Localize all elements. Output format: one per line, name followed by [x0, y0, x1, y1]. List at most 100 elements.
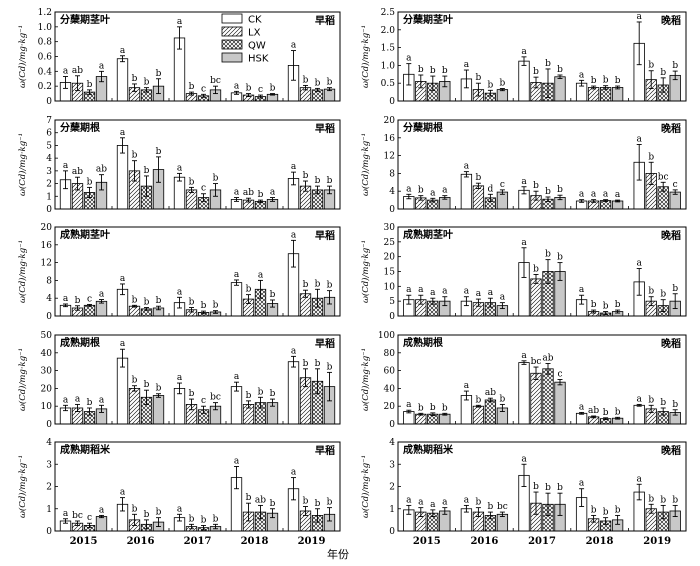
chart-8-bar-hsk-2017 [554, 381, 566, 425]
chart-2-letter: a [406, 54, 412, 64]
chart-3-ytick-label: 5 [46, 141, 52, 151]
chart-7-letter: a [177, 373, 183, 383]
chart-10-frame [397, 441, 687, 532]
chart-10-letter: b [603, 508, 609, 518]
chart-3-ytick-label: 7 [46, 116, 52, 126]
chart-10-letter: a [406, 495, 412, 505]
chart-7-letter: b [87, 398, 93, 408]
chart-1-letter: a [177, 17, 183, 27]
chart-6-letter: b [603, 302, 609, 312]
chart-9-letter: b [144, 510, 150, 520]
chart-7-ytick-label: 10 [41, 402, 53, 412]
chart-6-ytick-label: 15 [384, 268, 396, 278]
chart-8-letter: b [500, 394, 506, 404]
chart-8-letter: b [442, 403, 448, 413]
chart-3: ω(Cd)/mg·kg⁻¹01234567aaaaaabbbabbbbcbbab… [17, 116, 341, 215]
chart-5-letter: b [303, 280, 309, 290]
chart-3-ytick-label: 6 [46, 129, 52, 139]
chart-6-ytick-label: 10 [384, 282, 396, 292]
chart-8-letter: b [660, 398, 666, 408]
chart-7-letter: a [291, 346, 297, 356]
chart-1: ω(Cd)/mg·kg⁻¹00.20.40.60.81.01.2aaaaaabb… [17, 8, 341, 107]
chart-10-letter: b [660, 495, 666, 505]
chart-10-letter: bc [497, 502, 508, 512]
chart-7-bar-lx-2016 [128, 387, 141, 425]
chart-2-ytick-label: 1.5 [381, 44, 396, 54]
chart-4-ytick-label: 8 [389, 169, 395, 179]
chart-3-letter: b [87, 177, 93, 187]
chart-10-season: 晚稻 [661, 444, 681, 457]
chart-7-title: 成熟期根 [60, 336, 100, 349]
chart-1-letter: bc [210, 76, 221, 86]
chart-8-ytick-label: 20 [384, 402, 396, 412]
chart-9-bar-hsk-2015 [95, 516, 108, 532]
chart-5-letter: a [63, 294, 69, 304]
chart-8-ytick-label: 100 [378, 331, 395, 341]
chart-8-letter: ab [588, 406, 599, 416]
chart-6-letter: b [591, 300, 597, 310]
chart-4-bar-ck-2016 [460, 173, 473, 210]
chart-9-xtick-label: 2018 [241, 536, 269, 547]
chart-7-bar-ck-2019 [287, 361, 300, 425]
chart-3-letter: c [201, 184, 206, 194]
chart-4-letter: c [500, 180, 505, 190]
chart-4-letter: b [418, 186, 424, 196]
chart-1-letter: b [87, 80, 93, 90]
chart-2-ytick-label: 1.0 [381, 61, 396, 71]
chart-6-letter: a [579, 285, 585, 295]
x-axis-label: 年份 [327, 547, 349, 561]
chart-3-letter: b [303, 171, 309, 181]
chart-7-letter: a [234, 372, 240, 382]
chart-3-letter: b [189, 177, 195, 187]
chart-4-letter: b [533, 181, 539, 191]
chart-9-ylabel: ω(Cd)/mg·kg⁻¹ [17, 455, 28, 518]
chart-3-letter: b [315, 176, 321, 186]
chart-5-letter: b [132, 295, 138, 305]
chart-2-letter: b [533, 67, 539, 77]
chart-6-ytick-label: 0 [389, 312, 395, 322]
chart-7-letter: b [144, 380, 150, 390]
chart-1-letter: c [201, 84, 206, 94]
chart-1-ytick-label: 0.2 [38, 82, 52, 92]
chart-10-title: 成熟期稻米 [403, 443, 454, 456]
chart-2-letter: b [672, 61, 678, 71]
chart-2-letter: b [418, 65, 424, 75]
legend-label-ck: CK [248, 15, 262, 26]
chart-2-letter: a [637, 12, 643, 22]
chart-9-letter: b [270, 499, 276, 509]
chart-9-letter: b [315, 499, 321, 509]
chart-6-letter: a [418, 285, 424, 295]
chart-6-letter: a [500, 293, 506, 303]
chart-2-ytick-label: 2.5 [381, 8, 396, 18]
legend: CK LX QW HSK [221, 13, 269, 65]
chart-3-letter: ab [96, 165, 107, 175]
chart-3-frame [54, 119, 341, 210]
chart-3-ytick-label: 3 [46, 167, 52, 177]
chart-10-letter: b [557, 483, 563, 493]
chart-5-letter: b [75, 296, 81, 306]
chart-9-xtick-label: 2016 [127, 536, 155, 547]
chart-6-letter: a [406, 285, 412, 295]
chart-8-title: 成熟期根 [403, 336, 443, 349]
chart-9-letter: a [234, 456, 240, 466]
chart-2-letter: a [521, 47, 527, 57]
chart-7-letter: b [156, 384, 162, 394]
chart-8-letter: a [637, 394, 643, 404]
chart-2-title: 分蘖期茎叶 [403, 13, 453, 26]
chart-9-letter: ab [255, 495, 266, 505]
legend-swatch-hsk [221, 52, 243, 63]
chart-10-letter: b [672, 495, 678, 505]
chart-7-letter: b [246, 391, 252, 401]
chart-8-bar-qw-2016 [484, 399, 497, 425]
legend-swatch-qw [221, 39, 243, 50]
chart-10-xtick-label: 2019 [643, 536, 671, 547]
chart-6-letter: b [545, 250, 551, 260]
chart-1-letter: b [270, 84, 276, 94]
chart-1-ylabel: ω(Cd)/mg·kg⁻¹ [17, 25, 28, 88]
chart-7-ylabel: ω(Cd)/mg·kg⁻¹ [17, 348, 28, 411]
chart-2-season: 晚稻 [661, 14, 681, 27]
chart-4-letter: a [430, 188, 436, 198]
